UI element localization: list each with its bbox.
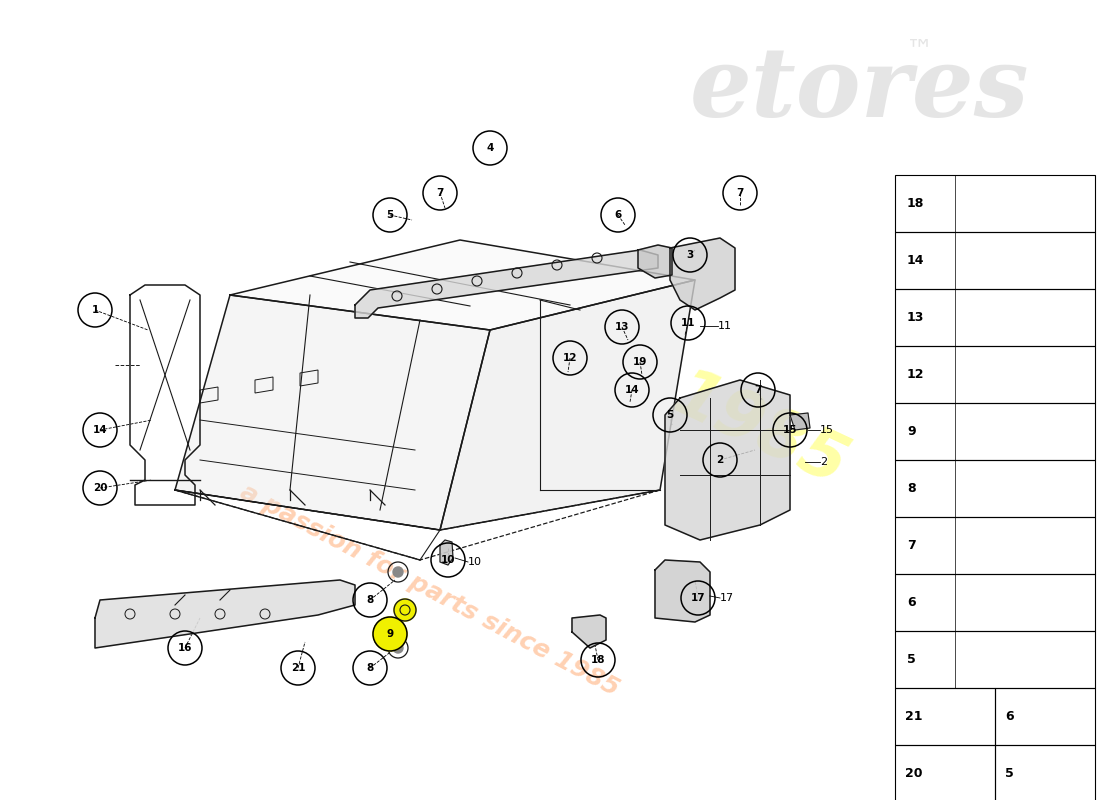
Polygon shape <box>790 413 810 430</box>
Text: 13: 13 <box>615 322 629 332</box>
Circle shape <box>394 599 416 621</box>
Text: 1: 1 <box>91 305 99 315</box>
Text: 1985: 1985 <box>662 361 858 499</box>
Bar <box>895 517 1094 574</box>
Text: 12: 12 <box>908 368 924 381</box>
Text: 16: 16 <box>178 643 192 653</box>
Text: 8: 8 <box>366 663 374 673</box>
Bar <box>996 688 1094 745</box>
Text: 7: 7 <box>755 385 761 395</box>
Text: 6: 6 <box>908 596 915 609</box>
Bar <box>895 175 1094 232</box>
Polygon shape <box>355 250 658 318</box>
Polygon shape <box>638 245 672 278</box>
Text: 21: 21 <box>290 663 306 673</box>
Polygon shape <box>654 560 710 622</box>
Circle shape <box>373 617 407 651</box>
Text: 13: 13 <box>908 311 924 324</box>
Text: 14: 14 <box>625 385 639 395</box>
Text: 10: 10 <box>441 555 455 565</box>
Text: 8: 8 <box>366 595 374 605</box>
Text: 7: 7 <box>908 539 915 552</box>
Bar <box>895 574 1094 631</box>
Text: 18: 18 <box>908 197 924 210</box>
Text: 12: 12 <box>563 353 578 363</box>
Text: ™: ™ <box>906 36 934 64</box>
Bar <box>895 403 1094 460</box>
Text: etores: etores <box>691 43 1030 137</box>
Polygon shape <box>175 295 490 530</box>
Text: 17: 17 <box>691 593 705 603</box>
Text: 5: 5 <box>1005 767 1014 780</box>
Bar <box>895 631 1094 688</box>
Text: 20: 20 <box>92 483 108 493</box>
Polygon shape <box>670 238 735 310</box>
Circle shape <box>393 567 403 577</box>
Bar <box>895 688 996 745</box>
Bar <box>895 745 996 800</box>
Polygon shape <box>440 540 453 565</box>
Text: 3: 3 <box>686 250 694 260</box>
Bar <box>895 460 1094 517</box>
Text: 11: 11 <box>718 321 732 331</box>
Text: 14: 14 <box>908 254 924 267</box>
Text: 9: 9 <box>908 425 915 438</box>
Text: 5: 5 <box>908 653 915 666</box>
Polygon shape <box>230 240 695 330</box>
Text: 20: 20 <box>905 767 923 780</box>
Text: 2: 2 <box>716 455 724 465</box>
Text: 8: 8 <box>908 482 915 495</box>
Bar <box>895 346 1094 403</box>
Text: 9: 9 <box>386 629 394 639</box>
Text: 17: 17 <box>720 593 734 603</box>
Polygon shape <box>666 380 790 540</box>
Text: 6: 6 <box>1005 710 1013 723</box>
Polygon shape <box>572 615 606 648</box>
Bar <box>895 289 1094 346</box>
Text: 7: 7 <box>437 188 443 198</box>
Bar <box>895 232 1094 289</box>
Text: 5: 5 <box>667 410 673 420</box>
Text: 15: 15 <box>783 425 798 435</box>
Polygon shape <box>95 580 355 648</box>
Text: 19: 19 <box>632 357 647 367</box>
Polygon shape <box>440 280 695 530</box>
Text: 21: 21 <box>905 710 923 723</box>
Text: 6: 6 <box>615 210 622 220</box>
Text: 5: 5 <box>386 210 394 220</box>
Text: a passion for parts since 1985: a passion for parts since 1985 <box>236 479 624 701</box>
Text: 15: 15 <box>820 425 834 435</box>
Text: 7: 7 <box>736 188 744 198</box>
Text: 2: 2 <box>820 457 827 467</box>
Text: 18: 18 <box>591 655 605 665</box>
Text: 10: 10 <box>468 557 482 567</box>
Circle shape <box>393 643 403 653</box>
Bar <box>996 745 1094 800</box>
Text: 11: 11 <box>681 318 695 328</box>
Text: 14: 14 <box>92 425 108 435</box>
Text: 4: 4 <box>486 143 494 153</box>
